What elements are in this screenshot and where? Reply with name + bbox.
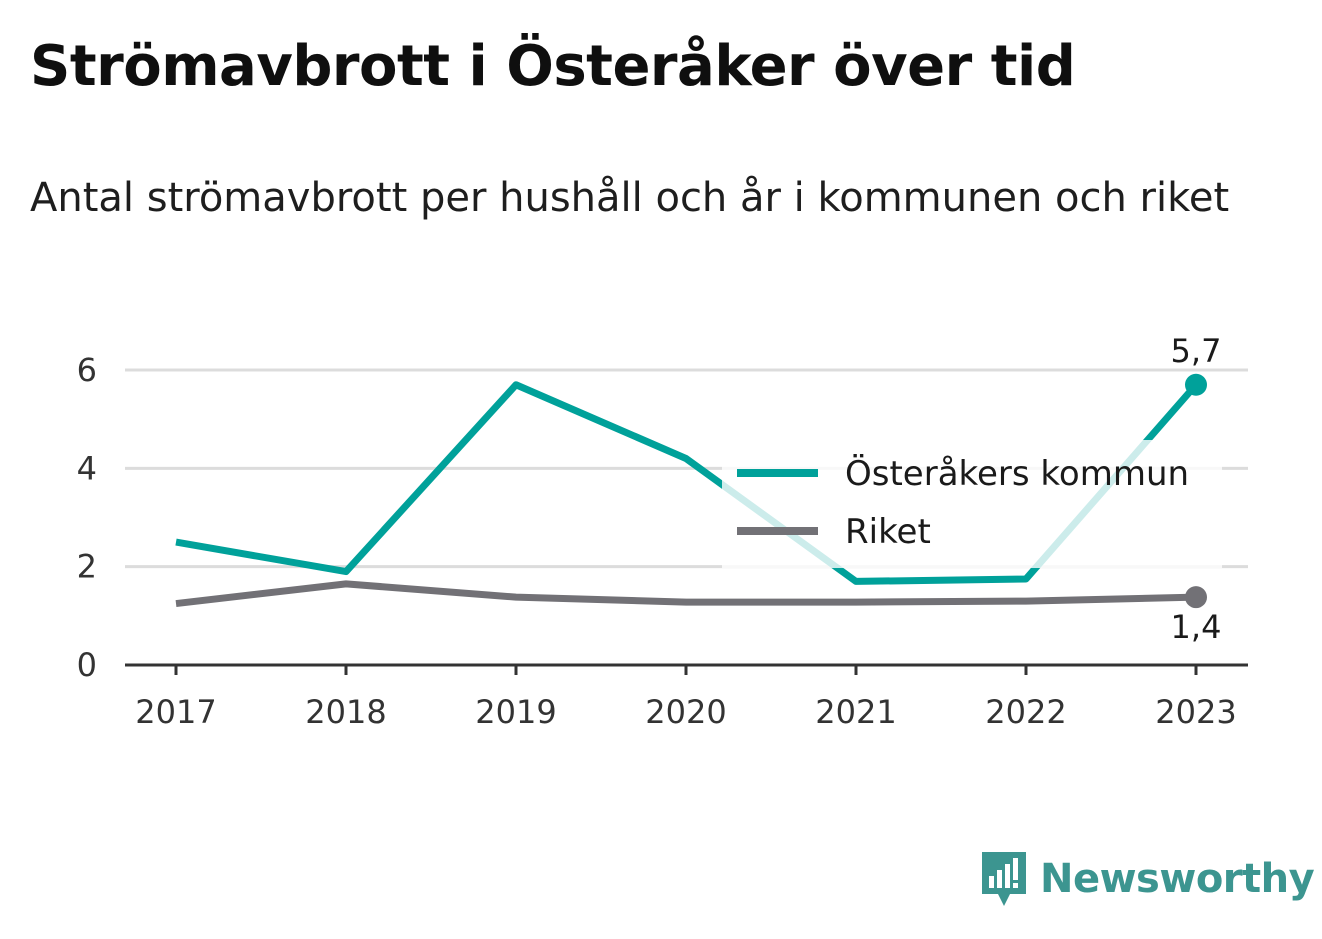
y-tick-label: 4 (77, 449, 97, 487)
y-tick-label: 2 (77, 548, 97, 586)
series-lines (175, 373, 1207, 609)
legend: Österåkers kommun Riket (722, 440, 1222, 568)
newsworthy-logo-icon (982, 852, 1026, 906)
x-tick-label: 2017 (135, 693, 216, 731)
x-tick-label: 2021 (815, 693, 896, 731)
x-tick-label: 2020 (645, 693, 726, 731)
legend-label: Österåkers kommun (845, 453, 1189, 494)
x-tick-label: 2019 (475, 693, 556, 731)
end-value-label: 5,7 (1171, 332, 1222, 370)
series-line-0 (175, 381, 1199, 585)
y-axis-ticks: 0 2 4 6 (77, 351, 97, 684)
data-point (1185, 373, 1207, 396)
brand-name: Newsworthy (1040, 856, 1315, 902)
chart-title: Strömavbrott i Österåker över tid (30, 34, 1076, 99)
newsworthy-brand: Newsworthy (980, 850, 1315, 908)
series-line-1 (175, 580, 1197, 608)
x-tick-label: 2018 (305, 693, 386, 731)
y-tick-label: 6 (77, 351, 97, 389)
x-tick-label: 2022 (985, 693, 1066, 731)
data-point (1185, 586, 1207, 609)
y-tick-label: 0 (77, 646, 97, 684)
end-value-label: 1,4 (1171, 608, 1222, 646)
end-labels: 5,7 1,4 (1171, 332, 1222, 646)
chart-subtitle: Antal strömavbrott per hushåll och år i … (30, 175, 1230, 221)
x-axis-ticks: 2017 2018 2019 2020 2021 2022 2023 (135, 665, 1237, 731)
x-tick-label: 2023 (1155, 693, 1236, 731)
legend-background (722, 440, 1222, 568)
legend-label: Riket (845, 512, 931, 552)
